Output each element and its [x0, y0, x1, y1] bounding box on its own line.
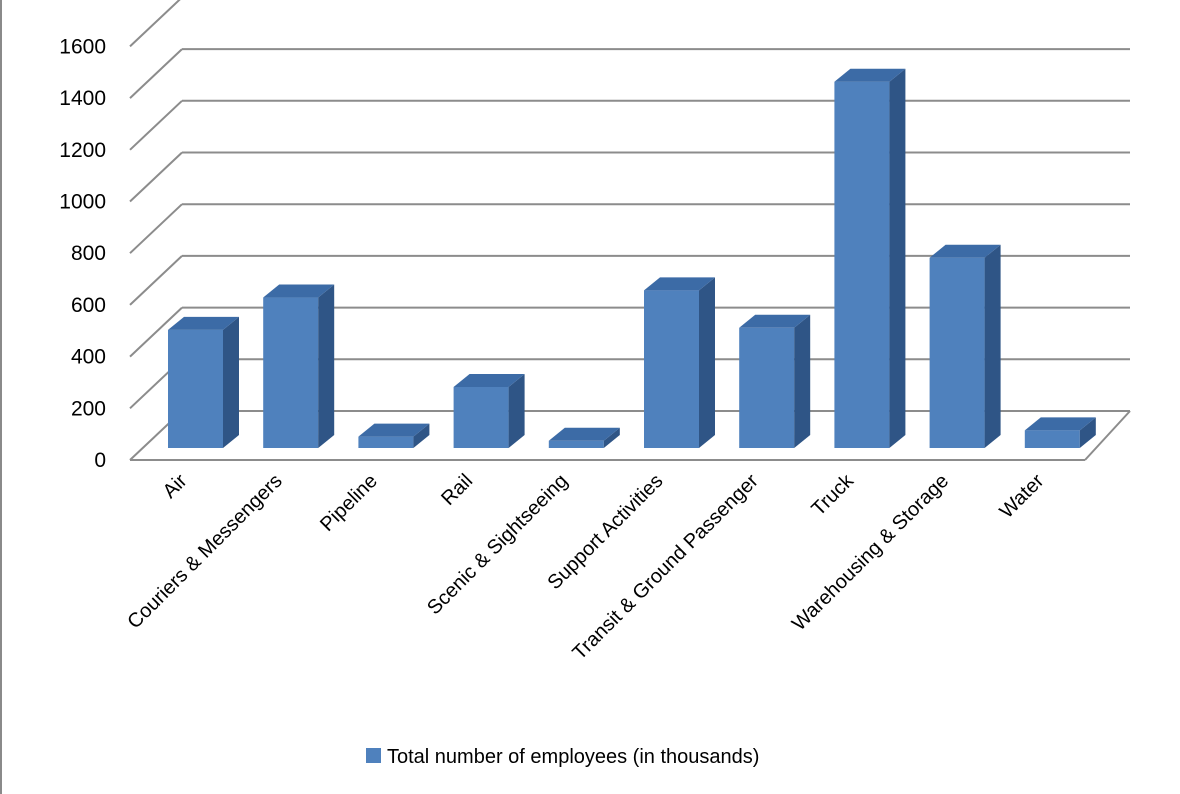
bar-top	[168, 316, 239, 330]
bar-side	[794, 314, 811, 448]
bar-top	[548, 427, 620, 441]
bar-side	[603, 427, 620, 448]
bar-side	[413, 423, 430, 448]
gridline-side	[129, 203, 183, 254]
bar	[834, 68, 906, 448]
bar	[644, 277, 715, 448]
x-tick-label: Rail	[437, 470, 477, 510]
bar	[548, 427, 620, 448]
bar-side	[1079, 417, 1096, 448]
bar-front	[548, 440, 604, 448]
y-tick-label: 1400	[59, 87, 106, 110]
y-tick-label: 1200	[59, 139, 106, 162]
y-tick-label: 600	[71, 294, 106, 317]
y-tick-label: 200	[71, 397, 106, 420]
y-tick-label: 1600	[59, 35, 106, 58]
x-tick-label: Warehousing & Storage	[788, 470, 953, 635]
bar-front	[358, 436, 414, 448]
bar-top	[739, 314, 811, 328]
gridline-side	[129, 255, 183, 306]
floor-right-edge	[1084, 410, 1131, 461]
bars	[168, 68, 1096, 448]
x-tick-label: Truck	[808, 469, 859, 520]
bar-front	[834, 81, 890, 448]
y-tick-label: 800	[71, 242, 106, 265]
bar-front	[739, 327, 795, 448]
y-tick-label: 1000	[59, 191, 106, 214]
bar-top	[453, 373, 525, 387]
bar-top	[358, 423, 430, 437]
x-tick-label: Pipeline	[316, 470, 382, 536]
bar-side	[699, 277, 715, 448]
legend-swatch	[366, 748, 381, 763]
legend: Total number of employees (in thousands)	[366, 746, 759, 768]
bar-front	[1024, 430, 1080, 448]
x-tick-label: Water	[996, 470, 1049, 523]
bar-side	[223, 316, 239, 448]
bar-front	[453, 386, 509, 448]
bar-top	[263, 284, 335, 298]
gridline-side	[129, 100, 183, 151]
bar-front	[168, 329, 223, 448]
bar-side	[889, 68, 906, 448]
bar-top	[1024, 417, 1096, 431]
bar-side	[508, 373, 525, 448]
bar-side	[318, 284, 335, 448]
bar-top	[644, 277, 715, 291]
x-tick-label: Air	[159, 470, 192, 503]
bar	[1024, 417, 1096, 448]
x-tick-label: Couriers & Messengers	[123, 470, 286, 633]
y-tick-label: 0	[94, 449, 106, 472]
bar-front	[644, 290, 699, 448]
bar-top	[929, 244, 1001, 258]
bar	[453, 373, 525, 448]
bar-side	[984, 244, 1001, 448]
bar-front	[929, 257, 985, 448]
bar-front	[263, 297, 319, 448]
bar-top	[834, 68, 906, 82]
y-axis-ticks: 0 200 400 600 800 1000 1200 1400 1600	[59, 35, 106, 472]
gridline-side	[129, 48, 183, 99]
bar	[358, 423, 430, 448]
bar	[168, 316, 239, 448]
bar	[929, 244, 1001, 448]
legend-label: Total number of employees (in thousands)	[387, 746, 759, 768]
gridline-side	[129, 151, 183, 203]
bar	[263, 284, 335, 448]
x-tick-label: Transit & Ground Passenger	[568, 470, 762, 664]
gridline-side	[129, 306, 183, 358]
gridline-side	[129, 0, 181, 48]
y-tick-label: 400	[71, 346, 106, 369]
bar	[739, 314, 811, 448]
